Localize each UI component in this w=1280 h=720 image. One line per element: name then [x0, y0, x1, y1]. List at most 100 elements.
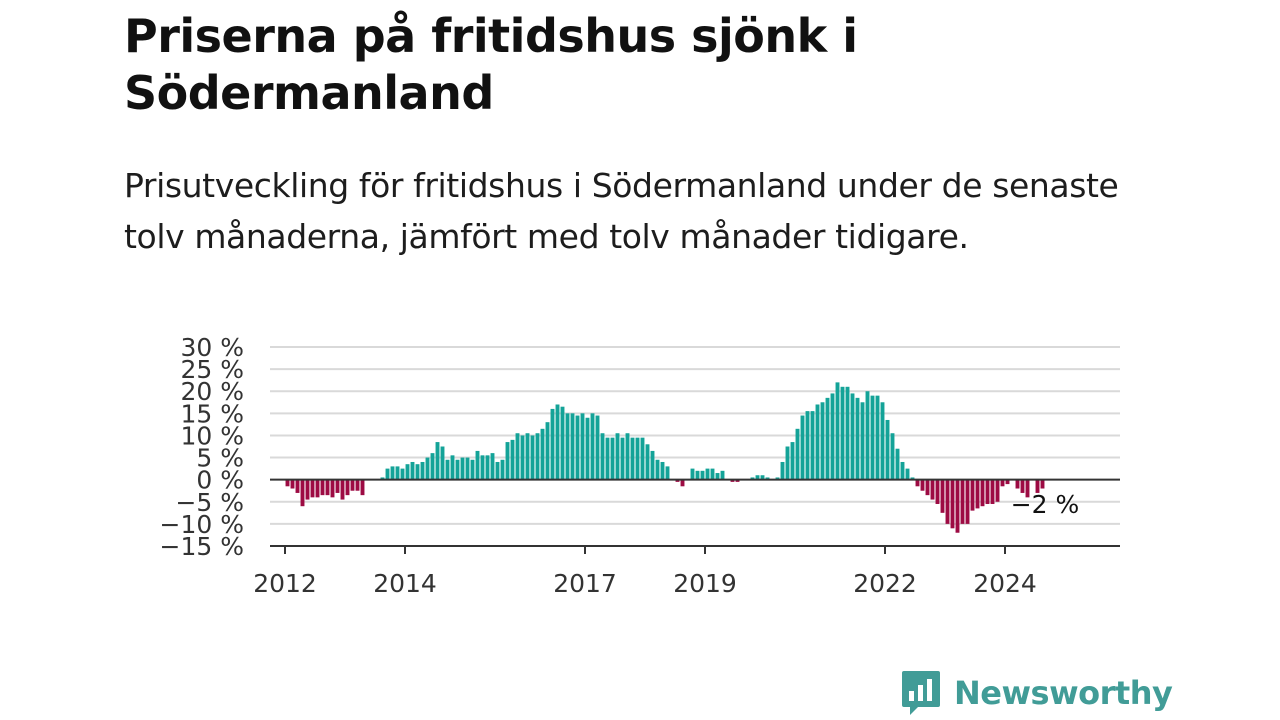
bar	[325, 479, 330, 496]
page-subtitle: Prisutveckling för fritidshus i Söderman…	[124, 166, 1119, 256]
bars	[285, 382, 1045, 533]
bar	[1025, 479, 1030, 498]
x-tick-label: 2012	[253, 569, 317, 598]
bar	[465, 457, 470, 480]
bar	[390, 466, 395, 480]
y-tick-label: 15 %	[180, 399, 244, 428]
bar	[355, 479, 360, 491]
bar	[455, 459, 460, 480]
bar	[835, 382, 840, 480]
bar	[690, 468, 695, 480]
bar	[495, 461, 500, 480]
bar	[595, 415, 600, 480]
bar	[820, 402, 825, 480]
bar	[290, 479, 295, 489]
bar	[660, 461, 665, 480]
bar	[810, 411, 815, 480]
bar	[405, 464, 410, 480]
bar	[905, 468, 910, 480]
x-tick-label: 2017	[553, 569, 617, 598]
bar	[570, 413, 575, 480]
bar	[385, 468, 390, 480]
bar	[450, 455, 455, 480]
bar	[610, 437, 615, 480]
bar	[470, 459, 475, 480]
bar	[985, 479, 990, 504]
bar	[320, 479, 325, 496]
bar	[480, 455, 485, 480]
bar	[510, 439, 515, 480]
bar	[715, 473, 720, 480]
bar	[400, 468, 405, 480]
y-tick-label: 25 %	[180, 355, 244, 384]
y-axis-tick-labels: 30 %25 %20 %15 %10 %5 %0 %−5 %−10 %−15 %	[160, 333, 244, 561]
y-tick-label: 10 %	[180, 421, 244, 450]
bar	[635, 437, 640, 480]
bar	[435, 442, 440, 480]
bar	[680, 479, 685, 487]
bar	[805, 411, 810, 480]
bar	[675, 479, 680, 482]
bar	[925, 479, 930, 496]
y-tick-label: 30 %	[180, 333, 244, 362]
bar	[915, 479, 920, 487]
bar	[890, 433, 895, 480]
bar	[930, 479, 935, 500]
bar	[605, 437, 610, 480]
bar	[625, 433, 630, 480]
bar	[580, 413, 585, 480]
bar	[555, 404, 560, 480]
bar	[640, 437, 645, 480]
bar	[500, 459, 505, 480]
bar	[415, 464, 420, 480]
bar	[410, 461, 415, 480]
bar	[945, 479, 950, 524]
bar	[650, 450, 655, 480]
bar	[350, 479, 355, 491]
bar	[885, 419, 890, 480]
x-tick-label: 2014	[373, 569, 437, 598]
bar	[655, 459, 660, 480]
bar	[720, 470, 725, 480]
bar	[520, 435, 525, 480]
bar	[395, 466, 400, 480]
bar	[800, 415, 805, 480]
bar	[700, 470, 705, 480]
bar	[705, 468, 710, 480]
bar	[880, 402, 885, 480]
bar	[980, 479, 985, 507]
bar	[525, 433, 530, 480]
bar	[345, 479, 350, 496]
end-value-label: −2 %	[1011, 490, 1080, 519]
bar	[970, 479, 975, 511]
bar	[795, 428, 800, 480]
bar	[1035, 479, 1040, 493]
bar	[875, 395, 880, 480]
bar	[895, 448, 900, 480]
bar	[445, 459, 450, 480]
bar	[850, 393, 855, 480]
bar	[750, 477, 755, 480]
x-axis-ticks: 2012 2014 2017 2019 2022 2024	[253, 546, 1037, 598]
x-tick-label: 2019	[673, 569, 737, 598]
bar	[855, 397, 860, 480]
bar	[615, 433, 620, 480]
bar	[910, 477, 915, 480]
bar	[665, 466, 670, 480]
bar	[695, 470, 700, 480]
bar	[735, 479, 740, 482]
bar	[975, 479, 980, 509]
bar	[935, 479, 940, 504]
bar	[755, 475, 760, 480]
x-tick-label: 2024	[973, 569, 1037, 598]
bar	[530, 435, 535, 480]
bar	[335, 479, 340, 493]
bar	[815, 404, 820, 480]
bar	[940, 479, 945, 513]
brand-name: Newsworthy	[954, 674, 1173, 712]
brand-logo: Newsworthy	[900, 668, 1173, 718]
bar	[840, 386, 845, 480]
bar	[590, 413, 595, 480]
bar	[380, 477, 385, 480]
